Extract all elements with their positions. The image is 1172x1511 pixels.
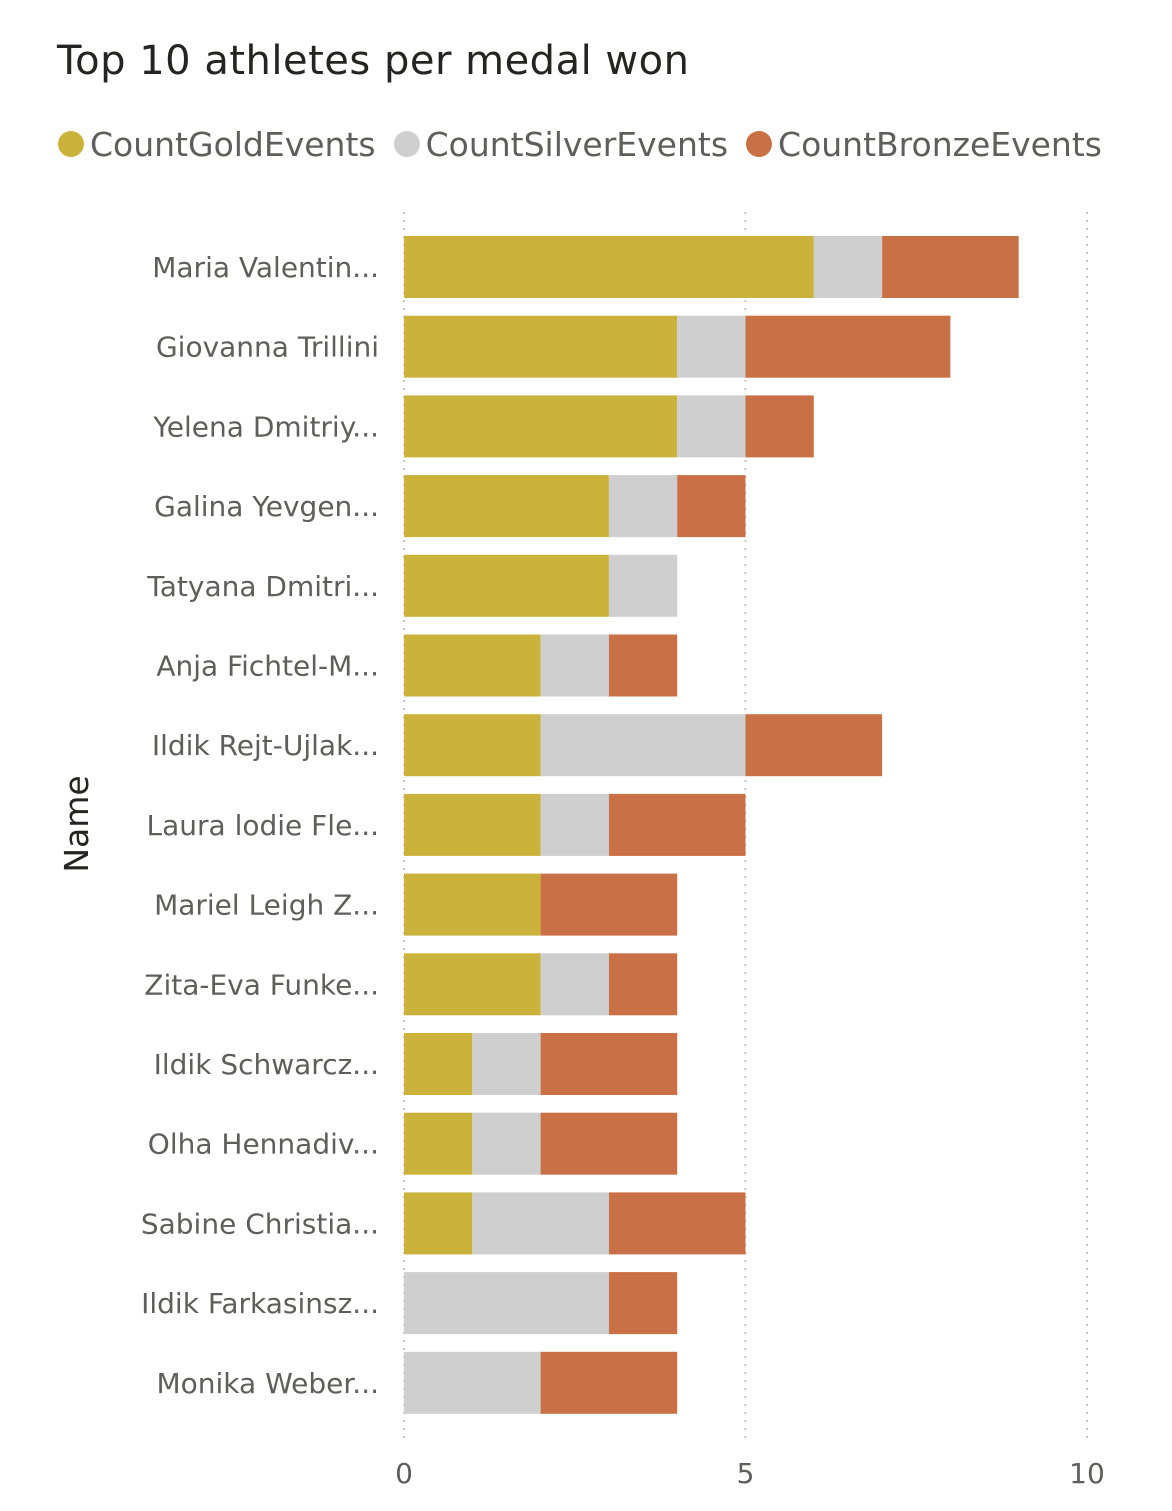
value-axis-ticks: 0 5 10: [395, 1457, 1105, 1490]
category-label: Monika Weber...: [156, 1367, 379, 1400]
category-label: Mariel Leigh Z...: [154, 889, 379, 922]
bar-segment-silver[interactable]: [472, 1112, 541, 1175]
category-label: Olha Hennadiv...: [148, 1128, 379, 1161]
bar-segment-silver[interactable]: [608, 554, 678, 617]
bar-segment-gold[interactable]: [404, 315, 678, 378]
bar-segment-silver[interactable]: [404, 1351, 541, 1414]
bar-segment-bronze[interactable]: [540, 1351, 678, 1414]
bar-segment-gold[interactable]: [404, 873, 541, 936]
bar-segment-silver[interactable]: [472, 1192, 609, 1255]
bar-segment-silver[interactable]: [540, 634, 609, 697]
category-label: Ildik Schwarcz...: [154, 1048, 379, 1081]
legend-item-silver[interactable]: CountSilverEvents: [393, 124, 729, 164]
bar-segment-silver[interactable]: [472, 1033, 541, 1095]
bar-segment-bronze[interactable]: [540, 1033, 678, 1095]
legend-gold-dot-icon: [58, 131, 84, 157]
bar-segment-silver[interactable]: [813, 236, 883, 298]
legend-silver-label: CountSilverEvents: [425, 124, 729, 164]
legend-bronze-label: CountBronzeEvents: [778, 124, 1102, 164]
y-axis-title: Name: [57, 775, 96, 872]
category-label: Laura lodie Fle...: [147, 809, 379, 842]
x-tick-label: 10: [1069, 1457, 1105, 1490]
bar-segment-silver[interactable]: [540, 793, 609, 856]
category-label: Yelena Dmitriy...: [152, 410, 379, 443]
legend-gold-label: CountGoldEvents: [90, 124, 376, 164]
bar-segment-gold[interactable]: [404, 634, 541, 697]
x-tick-label: 0: [395, 1457, 413, 1490]
category-label: Sabine Christia...: [141, 1207, 379, 1240]
bars: [404, 236, 1019, 1414]
legend-item-gold[interactable]: CountGoldEvents: [58, 125, 376, 164]
category-axis-labels: Maria Valentin... Giovanna Trillini Yelena…: [141, 251, 379, 1400]
bar-segment-silver[interactable]: [404, 1272, 609, 1335]
bar-segment-gold[interactable]: [404, 236, 814, 298]
bar-segment-bronze[interactable]: [608, 1192, 746, 1255]
bar-segment-bronze[interactable]: [745, 395, 814, 458]
bar-segment-silver[interactable]: [540, 714, 746, 777]
bar-segment-bronze[interactable]: [745, 714, 883, 777]
legend-bronze-dot-icon: [746, 131, 773, 157]
bar-segment-gold[interactable]: [404, 475, 609, 538]
bar-segment-bronze[interactable]: [608, 634, 678, 697]
bar-segment-gold[interactable]: [404, 953, 541, 1016]
x-tick-label: 5: [737, 1457, 755, 1490]
bar-segment-bronze[interactable]: [608, 953, 678, 1016]
category-label: Galina Yevgen...: [154, 490, 379, 523]
bar-segment-gold[interactable]: [404, 1112, 473, 1175]
category-label: Ildik Rejt-Ujlak...: [152, 729, 379, 762]
bar-segment-silver[interactable]: [608, 475, 678, 538]
bar-segment-gold[interactable]: [404, 714, 541, 777]
category-label: Giovanna Trillini: [156, 331, 379, 364]
bar-segment-gold[interactable]: [404, 1192, 473, 1255]
bar-segment-bronze[interactable]: [882, 236, 1019, 298]
category-label: Anja Fichtel-M...: [156, 650, 379, 683]
bar-segment-bronze[interactable]: [745, 315, 951, 378]
bar-segment-bronze[interactable]: [677, 475, 746, 538]
bar-segment-bronze[interactable]: [540, 873, 678, 936]
bar-segment-gold[interactable]: [404, 1033, 473, 1095]
chart-legend: CountGoldEvents CountSilverEvents CountB…: [58, 124, 1120, 164]
legend-item-bronze[interactable]: CountBronzeEvents: [746, 125, 1102, 164]
bar-segment-bronze[interactable]: [608, 793, 746, 856]
bar-segment-silver[interactable]: [677, 395, 746, 458]
category-label: Ildik Farkasinsz...: [141, 1287, 379, 1320]
bar-segment-silver[interactable]: [677, 315, 746, 378]
bar-segment-gold[interactable]: [404, 554, 609, 617]
bar-segment-bronze[interactable]: [540, 1112, 678, 1175]
category-label: Maria Valentin...: [152, 251, 379, 284]
bar-segment-silver[interactable]: [540, 953, 609, 1016]
bar-segment-gold[interactable]: [404, 395, 678, 458]
bar-segment-gold[interactable]: [404, 793, 541, 856]
category-label: Tatyana Dmitri...: [146, 570, 379, 603]
legend-silver-dot-icon: [393, 131, 420, 157]
category-label: Zita-Eva Funke...: [144, 968, 379, 1001]
bar-segment-bronze[interactable]: [608, 1272, 678, 1335]
chart-title: Top 10 athletes per medal won: [57, 38, 690, 84]
